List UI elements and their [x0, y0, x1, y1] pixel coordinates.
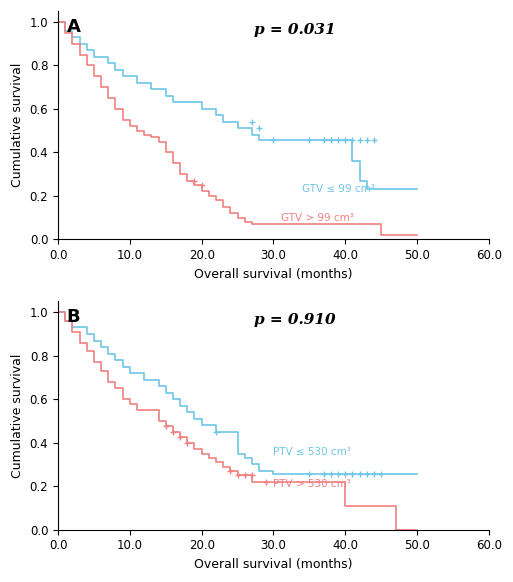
Text: p = 0.031: p = 0.031 — [254, 23, 336, 37]
Text: PTV > 530 cm³: PTV > 530 cm³ — [273, 479, 351, 489]
Text: PTV ≤ 530 cm³: PTV ≤ 530 cm³ — [273, 448, 351, 457]
Text: A: A — [67, 18, 81, 36]
X-axis label: Overall survival (months): Overall survival (months) — [194, 268, 353, 281]
Text: GTV ≤ 99 cm³: GTV ≤ 99 cm³ — [302, 184, 375, 194]
Y-axis label: Cumulative survival: Cumulative survival — [11, 63, 24, 187]
Y-axis label: Cumulative survival: Cumulative survival — [11, 353, 24, 478]
Text: GTV > 99 cm³: GTV > 99 cm³ — [281, 212, 353, 222]
Text: B: B — [67, 308, 80, 327]
X-axis label: Overall survival (months): Overall survival (months) — [194, 558, 353, 571]
Text: p = 0.910: p = 0.910 — [254, 313, 336, 327]
